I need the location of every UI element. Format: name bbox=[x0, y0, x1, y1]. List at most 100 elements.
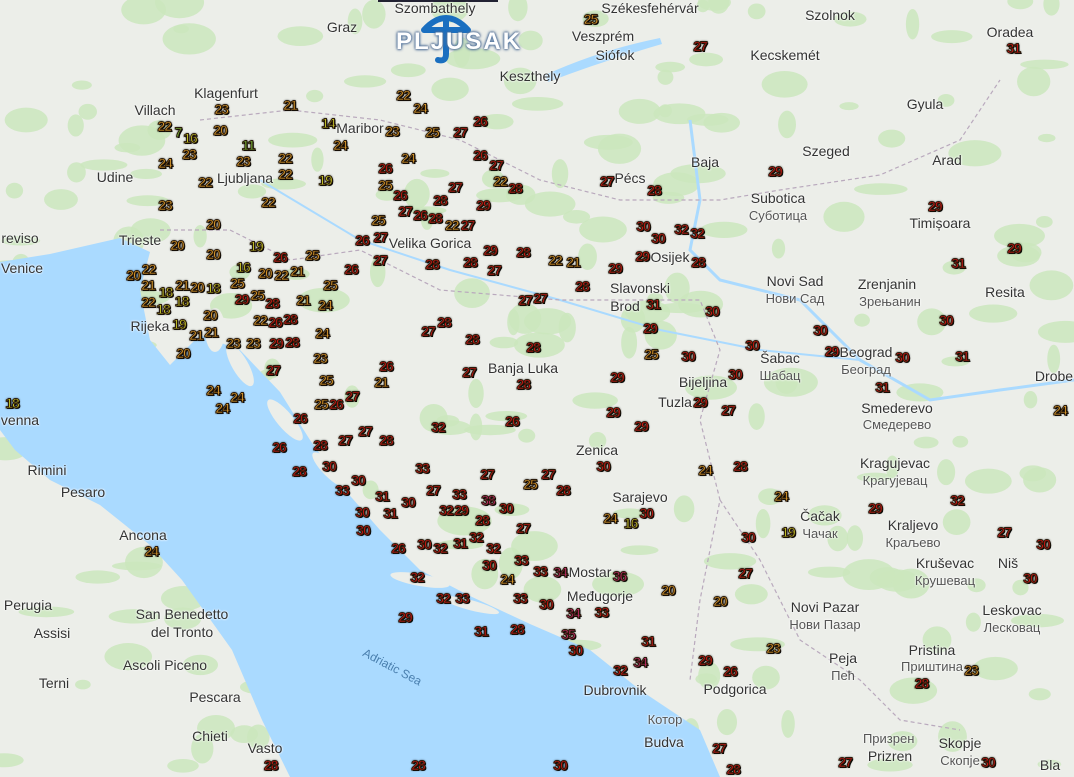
temperature-marker[interactable]: 27 bbox=[712, 739, 728, 756]
temperature-marker[interactable]: 32 bbox=[410, 568, 426, 585]
temperature-marker[interactable]: 25 bbox=[250, 287, 266, 304]
temperature-marker[interactable]: 30 bbox=[351, 471, 367, 488]
temperature-marker[interactable]: 24 bbox=[1053, 401, 1069, 418]
temperature-marker[interactable]: 25 bbox=[371, 211, 387, 228]
temperature-marker[interactable]: 31 bbox=[474, 622, 490, 639]
temperature-marker[interactable]: 18 bbox=[206, 279, 222, 296]
temperature-marker[interactable]: 30 bbox=[939, 311, 955, 328]
temperature-marker[interactable]: 26 bbox=[268, 313, 284, 330]
temperature-marker[interactable]: 30 bbox=[356, 521, 372, 538]
temperature-marker[interactable]: 31 bbox=[951, 254, 967, 271]
temperature-marker[interactable]: 22 bbox=[278, 165, 294, 182]
temperature-marker[interactable]: 27 bbox=[721, 401, 737, 418]
temperature-marker[interactable]: 31 bbox=[375, 487, 391, 504]
temperature-marker[interactable]: 31 bbox=[875, 378, 891, 395]
temperature-marker[interactable]: 28 bbox=[263, 756, 279, 773]
temperature-marker[interactable]: 29 bbox=[269, 334, 285, 351]
temperature-marker[interactable]: 31 bbox=[383, 504, 399, 521]
temperature-marker[interactable]: 24 bbox=[158, 154, 174, 171]
temperature-marker[interactable]: 22 bbox=[548, 251, 564, 268]
temperature-marker[interactable]: 32 bbox=[950, 491, 966, 508]
temperature-marker[interactable]: 18 bbox=[174, 293, 190, 310]
temperature-marker[interactable]: 31 bbox=[1006, 40, 1022, 57]
temperature-marker[interactable]: 35 bbox=[561, 625, 577, 642]
temperature-marker[interactable]: 28 bbox=[510, 620, 526, 637]
temperature-marker[interactable]: 22 bbox=[444, 216, 460, 233]
temperature-marker[interactable]: 30 bbox=[636, 217, 652, 234]
temperature-marker[interactable]: 29 bbox=[868, 499, 884, 516]
temperature-marker[interactable]: 20 bbox=[661, 581, 677, 598]
temperature-marker[interactable]: 33 bbox=[335, 481, 351, 498]
temperature-marker[interactable]: 33 bbox=[455, 589, 471, 606]
temperature-marker[interactable]: 24 bbox=[774, 487, 790, 504]
temperature-marker[interactable]: 30 bbox=[417, 535, 433, 552]
temperature-marker[interactable]: 33 bbox=[533, 562, 549, 579]
temperature-marker[interactable]: 28 bbox=[475, 512, 491, 529]
temperature-marker[interactable]: 20 bbox=[203, 306, 219, 323]
temperature-marker[interactable]: 26 bbox=[505, 412, 521, 429]
temperature-marker[interactable]: 29 bbox=[693, 393, 709, 410]
temperature-marker[interactable]: 26 bbox=[473, 112, 489, 129]
temperature-marker[interactable]: 25 bbox=[305, 246, 321, 263]
temperature-marker[interactable]: 30 bbox=[596, 458, 612, 475]
temperature-marker[interactable]: 28 bbox=[726, 760, 742, 777]
temperature-marker[interactable]: 32 bbox=[431, 418, 447, 435]
temperature-marker[interactable]: 30 bbox=[1036, 535, 1052, 552]
temperature-marker[interactable]: 26 bbox=[378, 159, 394, 176]
temperature-marker[interactable]: 32 bbox=[690, 224, 706, 241]
temperature-marker[interactable]: 30 bbox=[322, 457, 338, 474]
temperature-marker[interactable]: 30 bbox=[741, 528, 757, 545]
temperature-marker[interactable]: 27 bbox=[421, 322, 437, 339]
temperature-marker[interactable]: 22 bbox=[274, 266, 290, 283]
temperature-marker[interactable]: 25 bbox=[314, 395, 330, 412]
temperature-marker[interactable]: 33 bbox=[514, 551, 530, 568]
temperature-marker[interactable]: 16 bbox=[236, 258, 252, 275]
temperature-marker[interactable]: 21 bbox=[290, 262, 306, 279]
temperature-marker[interactable]: 29 bbox=[483, 241, 499, 258]
temperature-marker[interactable]: 23 bbox=[766, 639, 782, 656]
temperature-marker[interactable]: 28 bbox=[465, 330, 481, 347]
temperature-marker[interactable]: 24 bbox=[401, 149, 417, 166]
temperature-marker[interactable]: 23 bbox=[246, 334, 262, 351]
temperature-marker[interactable]: 27 bbox=[599, 173, 615, 190]
temperature-marker[interactable]: 19 bbox=[781, 523, 797, 540]
temperature-marker[interactable]: 24 bbox=[144, 543, 160, 560]
temperature-marker[interactable]: 26 bbox=[329, 395, 345, 412]
temperature-marker[interactable]: 27 bbox=[345, 387, 361, 404]
temperature-marker[interactable]: 20 bbox=[206, 215, 222, 232]
temperature-marker[interactable]: 25 bbox=[230, 275, 246, 292]
temperature-marker[interactable]: 29 bbox=[634, 417, 650, 434]
temperature-marker[interactable]: 31 bbox=[955, 347, 971, 364]
temperature-marker[interactable]: 27 bbox=[487, 261, 503, 278]
temperature-marker[interactable]: 24 bbox=[333, 136, 349, 153]
temperature-marker[interactable]: 18 bbox=[5, 394, 21, 411]
temperature-marker[interactable]: 29 bbox=[606, 403, 622, 420]
temperature-marker[interactable]: 28 bbox=[292, 462, 308, 479]
temperature-marker[interactable]: 25 bbox=[319, 371, 335, 388]
temperature-marker[interactable]: 30 bbox=[553, 756, 569, 773]
temperature-marker[interactable]: 28 bbox=[283, 310, 299, 327]
temperature-marker[interactable]: 21 bbox=[204, 323, 220, 340]
temperature-marker[interactable]: 30 bbox=[813, 321, 829, 338]
temperature-marker[interactable]: 26 bbox=[355, 231, 371, 248]
temperature-marker[interactable]: 33 bbox=[415, 459, 431, 476]
temperature-marker[interactable]: 28 bbox=[425, 255, 441, 272]
temperature-marker[interactable]: 28 bbox=[433, 192, 449, 209]
temperature-marker[interactable]: 20 bbox=[126, 266, 142, 283]
temperature-marker[interactable]: 19 bbox=[318, 171, 334, 188]
temperature-marker[interactable]: 25 bbox=[323, 276, 339, 293]
temperature-marker[interactable]: 24 bbox=[500, 570, 516, 587]
temperature-marker[interactable]: 23 bbox=[226, 334, 242, 351]
temperature-marker[interactable]: 36 bbox=[612, 567, 628, 584]
temperature-marker[interactable]: 28 bbox=[647, 181, 663, 198]
temperature-marker[interactable]: 29 bbox=[928, 197, 944, 214]
temperature-marker[interactable]: 14 bbox=[321, 114, 337, 131]
temperature-marker[interactable]: 29 bbox=[398, 608, 414, 625]
temperature-marker[interactable]: 26 bbox=[723, 663, 739, 680]
temperature-marker[interactable]: 27 bbox=[533, 289, 549, 306]
temperature-marker[interactable]: 27 bbox=[516, 519, 532, 536]
temperature-marker[interactable]: 28 bbox=[265, 294, 281, 311]
temperature-marker[interactable]: 18 bbox=[156, 300, 172, 317]
temperature-marker[interactable]: 19 bbox=[172, 315, 188, 332]
temperature-marker[interactable]: 22 bbox=[253, 311, 269, 328]
